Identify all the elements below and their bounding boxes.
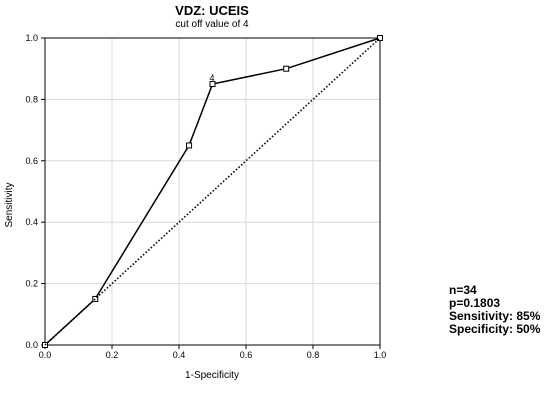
series: 4 [42,35,383,348]
x-axis-label: 1-Specificity [185,370,239,381]
stats-box: n=34 p=0.1803 Sensitivity: 85% Specifici… [449,284,540,336]
x-tick-label: 0.8 [307,350,320,360]
roc-point-marker [209,81,216,88]
chart-title: VDZ: UCEIS [175,3,249,18]
roc-point-marker [186,142,193,149]
roc-point-marker [92,295,99,302]
chart-subtitle: cut off value of 4 [175,19,249,30]
roc-point-marker [377,35,383,41]
x-tick-label: 0.2 [106,350,119,360]
reference-diagonal-line [44,37,381,346]
y-tick-label: 0.6 [25,156,38,166]
stat-p: p=0.1803 [449,296,501,310]
cutoff-annotation: 4 [210,73,215,83]
y-tick-label: 0.2 [25,279,38,289]
roc-point-marker [283,65,290,72]
stat-specificity: Specificity: 50% [449,322,541,336]
y-axis-label: Sensitivity [4,182,15,227]
stat-sensitivity: Sensitivity: 85% [449,309,541,323]
x-tick-label: 1.0 [374,350,387,360]
y-tick-label: 0.4 [25,217,38,227]
x-tick-label: 0.6 [240,350,253,360]
y-tick-label: 0.0 [25,340,38,350]
y-tick-label: 1.0 [25,33,38,43]
stat-n: n=34 [449,283,477,297]
x-tick-label: 0.0 [39,350,52,360]
x-tick-label: 0.4 [173,350,186,360]
plot-frame [44,37,381,346]
y-tick-label: 0.8 [25,94,38,104]
